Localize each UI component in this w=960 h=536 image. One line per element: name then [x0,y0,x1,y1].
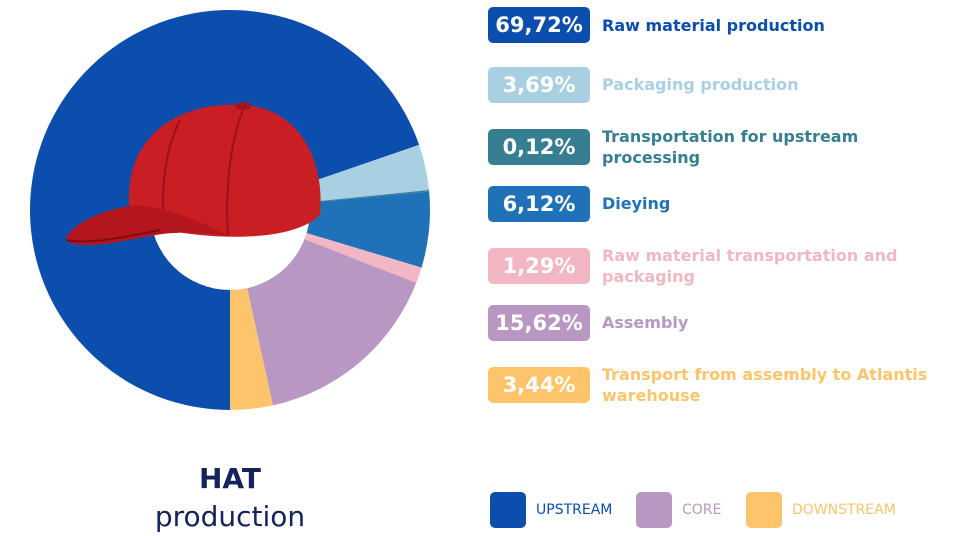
category-label: Packaging production [602,75,799,94]
legend-row: 0,12% Transportation for upstream process… [488,126,952,168]
legend-row: 3,69% Packaging production [488,66,952,103]
value-label: 3,44% [488,367,590,403]
group-label: DOWNSTREAM [792,502,896,518]
group-swatch [490,492,526,528]
value-label: 69,72% [488,7,590,43]
value-label: 3,69% [488,66,590,103]
hat-illustration [65,102,321,246]
legend-row: 15,62% Assembly [488,304,952,341]
legend-row: 6,12% Dieying [488,185,952,222]
value-label: 1,29% [488,248,590,284]
category-label: Raw material production [602,15,825,35]
category-label: Assembly [602,313,689,332]
value-label: 6,12% [488,185,590,222]
group-swatch [746,492,782,528]
legend-row: 1,29% Raw material transportation and pac… [488,245,952,287]
group-label: CORE [682,502,722,518]
value-label: 15,62% [488,304,590,341]
category-label: Transportation for upstream processing [602,127,859,167]
group-legend: DOWNSTREAM [746,492,896,528]
group-legend: UPSTREAM [490,492,612,528]
legend-row: 3,44% Transport from assembly to Atlantis… [488,364,952,406]
legend-row: 69,72% Raw material production [488,7,952,43]
group-label: UPSTREAM [536,502,613,518]
category-label: Dieying [602,194,671,213]
value-label: 0,12% [488,129,590,165]
donut-chart [29,9,430,411]
chart-title: HAT [198,462,262,495]
chart-subtitle: production [154,500,306,533]
category-label: Transport from assembly to Atlantis ware… [602,365,928,405]
group-legend: CORE [636,492,721,528]
category-label: Raw material transportation and packagin… [602,246,898,286]
group-swatch [636,492,672,528]
